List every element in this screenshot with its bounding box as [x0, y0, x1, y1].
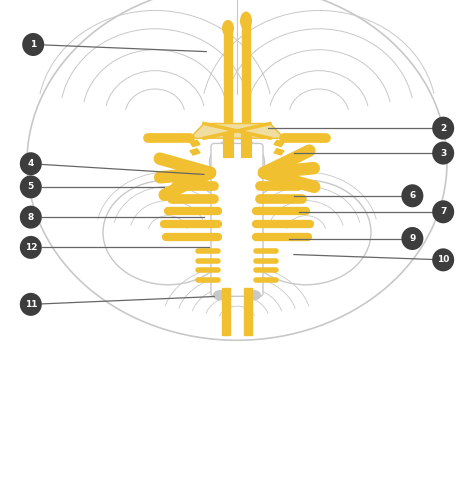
- Circle shape: [401, 184, 423, 207]
- Circle shape: [432, 117, 454, 139]
- Text: 12. Hypoglossal: 12. Hypoglossal: [313, 433, 392, 443]
- Text: 3: 3: [440, 149, 447, 158]
- Text: 8: 8: [27, 213, 34, 221]
- Text: 7: 7: [440, 207, 447, 217]
- Text: 12: 12: [25, 243, 37, 252]
- FancyBboxPatch shape: [211, 143, 263, 296]
- Ellipse shape: [210, 139, 264, 186]
- Circle shape: [20, 293, 42, 316]
- Polygon shape: [274, 149, 284, 155]
- Text: 5: 5: [27, 182, 34, 191]
- Polygon shape: [190, 124, 284, 138]
- Circle shape: [432, 248, 454, 272]
- Text: 11. Spinal accessory: 11. Spinal accessory: [313, 462, 416, 471]
- Polygon shape: [190, 140, 200, 147]
- Text: 11: 11: [25, 300, 37, 309]
- Ellipse shape: [103, 180, 233, 285]
- Polygon shape: [190, 149, 200, 155]
- Circle shape: [20, 175, 42, 198]
- Text: 3. Oculomotor: 3. Oculomotor: [14, 433, 85, 443]
- Ellipse shape: [222, 20, 234, 37]
- Circle shape: [20, 152, 42, 175]
- Circle shape: [401, 227, 423, 250]
- Circle shape: [20, 206, 42, 229]
- Text: 1. Olfactory: 1. Olfactory: [14, 376, 73, 386]
- Circle shape: [22, 33, 44, 56]
- Text: 2: 2: [440, 124, 447, 133]
- Polygon shape: [242, 23, 250, 126]
- Ellipse shape: [27, 0, 447, 340]
- Circle shape: [432, 141, 454, 164]
- Text: 1: 1: [30, 40, 36, 49]
- Ellipse shape: [247, 290, 261, 300]
- Polygon shape: [274, 140, 284, 147]
- Polygon shape: [222, 288, 230, 335]
- Text: 4: 4: [27, 159, 34, 168]
- Circle shape: [432, 200, 454, 223]
- Text: 6: 6: [409, 191, 416, 200]
- Text: 10: 10: [437, 255, 449, 264]
- Ellipse shape: [213, 290, 227, 300]
- Circle shape: [20, 236, 42, 259]
- Text: 9. Glossopharyngeal: 9. Glossopharyngeal: [313, 376, 415, 386]
- Polygon shape: [244, 288, 252, 335]
- Text: 2. Optic: 2. Optic: [14, 405, 53, 414]
- Ellipse shape: [241, 180, 371, 285]
- Text: 5. Trigeminal: 5. Trigeminal: [171, 376, 235, 386]
- Text: 4. Trochlear: 4. Trochlear: [14, 462, 73, 471]
- Text: 8. Vestibulocochlear: 8. Vestibulocochlear: [171, 462, 272, 471]
- Text: 10. Vagus: 10. Vagus: [313, 405, 362, 414]
- Text: 7. Facial: 7. Facial: [171, 433, 212, 443]
- Text: 9: 9: [409, 234, 416, 243]
- Ellipse shape: [240, 11, 252, 30]
- Polygon shape: [224, 31, 232, 126]
- Text: 6. Abducens: 6. Abducens: [171, 405, 233, 414]
